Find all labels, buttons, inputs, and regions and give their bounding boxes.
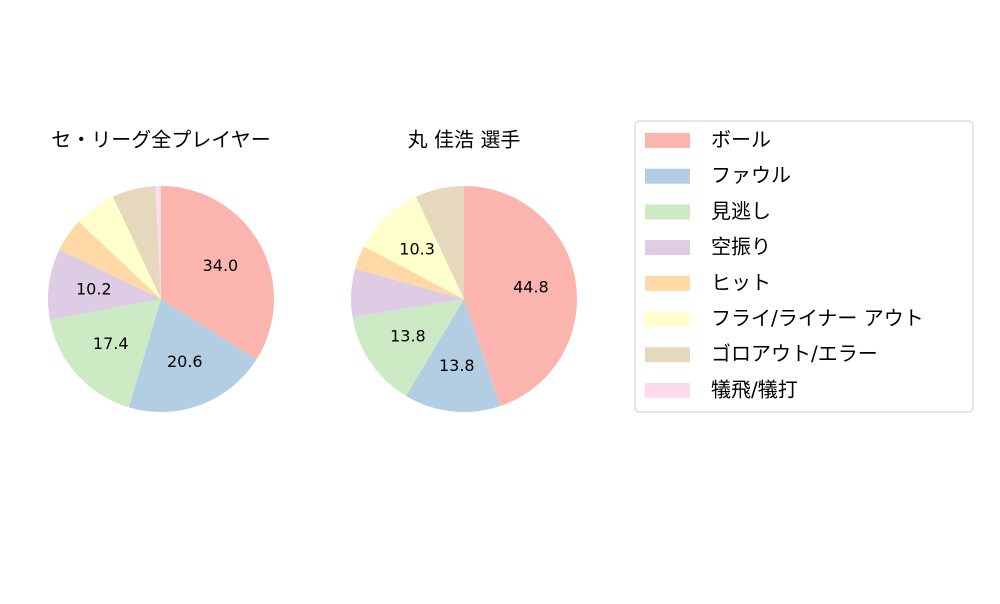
legend-label: ボール — [711, 128, 771, 152]
legend-label: 犠飛/犠打 — [711, 377, 798, 401]
legend-swatch — [645, 204, 690, 220]
value-label: 13.8 — [390, 327, 426, 346]
value-label: 17.4 — [93, 334, 129, 353]
legend-swatch — [645, 275, 690, 291]
legend-label: 空振り — [711, 235, 771, 259]
pie-slice — [50, 299, 161, 408]
pie-slice — [352, 299, 464, 396]
value-label: 20.6 — [167, 352, 203, 371]
value-label: 44.8 — [513, 277, 549, 296]
pie-slice — [112, 186, 161, 299]
legend-swatch — [645, 240, 690, 256]
pie-slice — [155, 186, 161, 299]
legend-swatch — [645, 347, 690, 363]
chart-title: 丸 佳浩 選手 — [408, 128, 521, 152]
legend-swatch — [645, 382, 690, 398]
pie-slice — [415, 186, 464, 299]
legend-box — [634, 120, 974, 413]
pie-slice — [355, 246, 464, 299]
chart-title: セ・リーグ全プレイヤー — [51, 128, 270, 152]
value-label: 10.2 — [76, 280, 112, 299]
legend-label: 見逃し — [711, 199, 771, 223]
legend-swatch — [645, 311, 690, 327]
pie-slice — [351, 268, 464, 318]
legend-label: ヒット — [711, 270, 771, 294]
legend-swatch — [645, 168, 690, 184]
pie-slice — [161, 186, 274, 360]
pie-slice — [128, 299, 257, 412]
pie-slice — [363, 196, 464, 299]
pie-slice — [78, 196, 161, 299]
pie-slice — [48, 249, 161, 321]
pie-slice — [59, 221, 162, 299]
legend-label: ファウル — [711, 163, 791, 187]
value-label: 10.3 — [399, 240, 435, 259]
legend-swatch — [645, 133, 690, 148]
pie-slice — [405, 299, 501, 412]
legend-label: ゴロアウト/エラー — [711, 342, 878, 366]
value-label: 13.8 — [439, 356, 475, 375]
pie-slice — [464, 186, 577, 407]
legend-label: フライ/ライナー アウト — [711, 306, 924, 330]
value-label: 34.0 — [203, 256, 239, 275]
